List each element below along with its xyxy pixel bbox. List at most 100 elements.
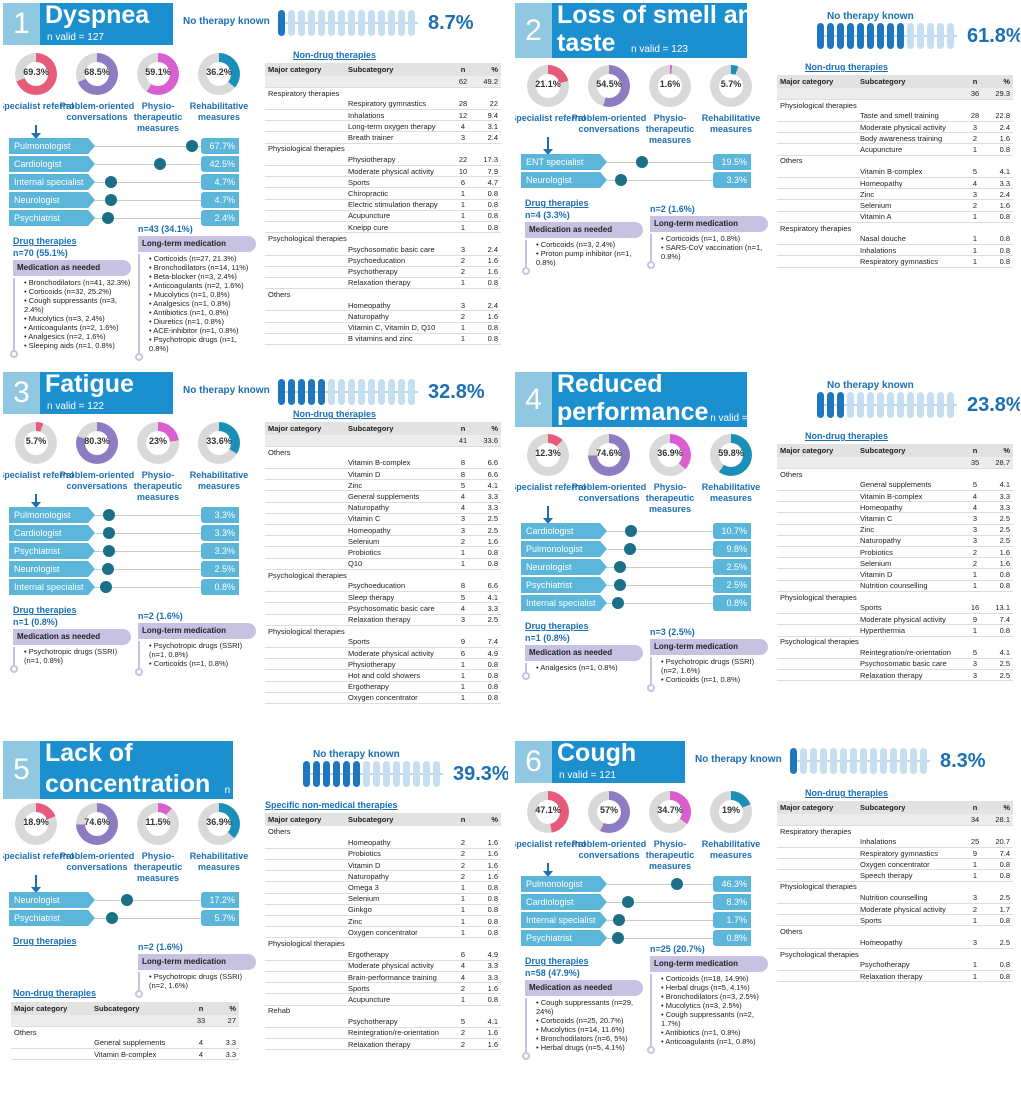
specialist-row: Neurologist 3.3% [521,172,751,189]
empty-cell [11,1048,91,1061]
specialist-percent: 9.8% [713,541,751,557]
count: 1 [451,546,475,559]
table-row: Naturopathy 3 2.5 [777,535,1013,548]
specialist-percent: 42.5% [201,156,239,172]
total-n: 33 [189,1015,213,1027]
table-row: Relaxation therapy 2 1.6 [265,1038,501,1051]
table-category-row: Physiological therapies [777,881,1013,892]
subcategory: Zinc [345,915,451,928]
table-header-th_sub: Subcategory [345,813,451,826]
empty-cell [265,457,345,470]
bar-segment [363,761,370,787]
drug-as-needed-list: Bronchodilators (n=41, 32.3%)Corticoids … [13,278,131,350]
empty-cell [265,154,345,167]
table-row: Vitamin B-complex 4 3.3 [777,490,1013,503]
bar-segment [920,748,927,774]
count: 4 [189,1048,213,1061]
percent: 0.8 [475,915,501,928]
subcategory: Kneipp cure [345,221,451,234]
percent: 1.6 [475,266,501,278]
empty-cell [777,892,857,905]
donut-label: Physio-therapeutic measures [133,470,183,502]
major-category: Others [268,827,291,837]
count: 28 [963,110,987,123]
table-row: Relaxation therapy 3 2.5 [265,614,501,626]
bar-segment [800,748,807,774]
count: 2 [451,310,475,323]
bar-segment [887,392,894,418]
specialist-dot [186,140,199,152]
donut-value: 59.1% [145,67,171,77]
subcategory: General supplements [345,490,451,503]
major-category: Psychological therapies [780,637,859,647]
subcategory: Relaxation therapy [857,669,963,682]
subcategory: Respiratory gymnastics [857,847,963,860]
total-label [857,814,963,826]
donut-physiotherapeutic-measures: 34.7% [649,791,691,833]
empty-cell [777,490,857,503]
count: 3 [963,669,987,682]
table-row: Acupuncture 1 0.8 [265,210,501,222]
empty-cell [265,277,345,290]
donut-hole [85,62,109,86]
table-row: Moderate physical activity 10 7.9 [265,165,501,178]
specialist-name: Psychiatrist [9,543,95,559]
bar-segment [308,379,315,405]
specialist-line [95,200,201,201]
bar-segment [907,23,914,49]
empty-cell [777,624,857,637]
table-category-row: Respiratory therapies [777,825,1013,836]
percent: 3.1 [475,120,501,133]
count: 5 [451,479,475,492]
table-row: Probiotics 2 1.6 [265,848,501,861]
subcategory: Ergotherapy [345,949,451,961]
total-label [11,1015,91,1027]
percent: 0.8 [475,669,501,682]
count: 2 [451,837,475,849]
table-row: Hyperthermia 1 0.8 [777,624,1013,637]
table-row: Relaxation therapy 1 0.8 [777,970,1013,983]
bar-segment [378,10,385,36]
percent: 3.3 [213,1037,239,1050]
panel-number: 1 [3,3,40,45]
bar-segment [937,23,944,49]
bar-segment [827,23,834,49]
empty-cell [265,636,345,649]
table-row: Kneipp cure 1 0.8 [265,221,501,234]
donut-rehabilitative-measures: 19% [710,791,752,833]
total-label [777,457,857,469]
empty-cell [777,580,857,592]
subcategory: Vitamin B-complex [91,1048,189,1061]
list-end-marker [647,1046,655,1054]
percent: 3.3 [475,971,501,984]
table-row: Ergotherapy 1 0.8 [265,681,501,693]
table-row: Chiropractic 1 0.8 [265,187,501,200]
total-label [345,435,451,447]
empty-cell [265,165,345,178]
empty-cell [265,1027,345,1040]
bar-segment [927,23,934,49]
percent: 6.6 [475,457,501,470]
specialist-dot [105,194,118,206]
empty-cell [265,681,345,693]
table-row: General supplements 5 4.1 [777,479,1013,492]
percent: 1.6 [475,1027,501,1040]
empty-cell [777,937,857,949]
count: 3 [963,658,987,671]
major-category: Physiological therapies [268,144,345,154]
specialist-name: Pulmonologist [9,507,95,523]
table-row: Relaxation therapy 3 2.5 [777,669,1013,682]
count: 4 [963,177,987,190]
donut-hole [536,74,560,98]
table-row: Vitamin D 1 0.8 [777,568,1013,581]
count: 12 [451,109,475,122]
subcategory: Ergotherapy [345,681,451,693]
table-header-th_n: n [451,63,475,76]
donut-hole [719,74,743,98]
bar-segment [847,23,854,49]
no-therapy-bar [817,23,957,49]
table-row: Moderate physical activity 9 7.4 [777,613,1013,626]
specialist-name: Neurologist [9,561,95,577]
percent: 1.6 [475,982,501,995]
drug-item: Mucolytics (n=14, 11.6%) [536,1025,643,1034]
